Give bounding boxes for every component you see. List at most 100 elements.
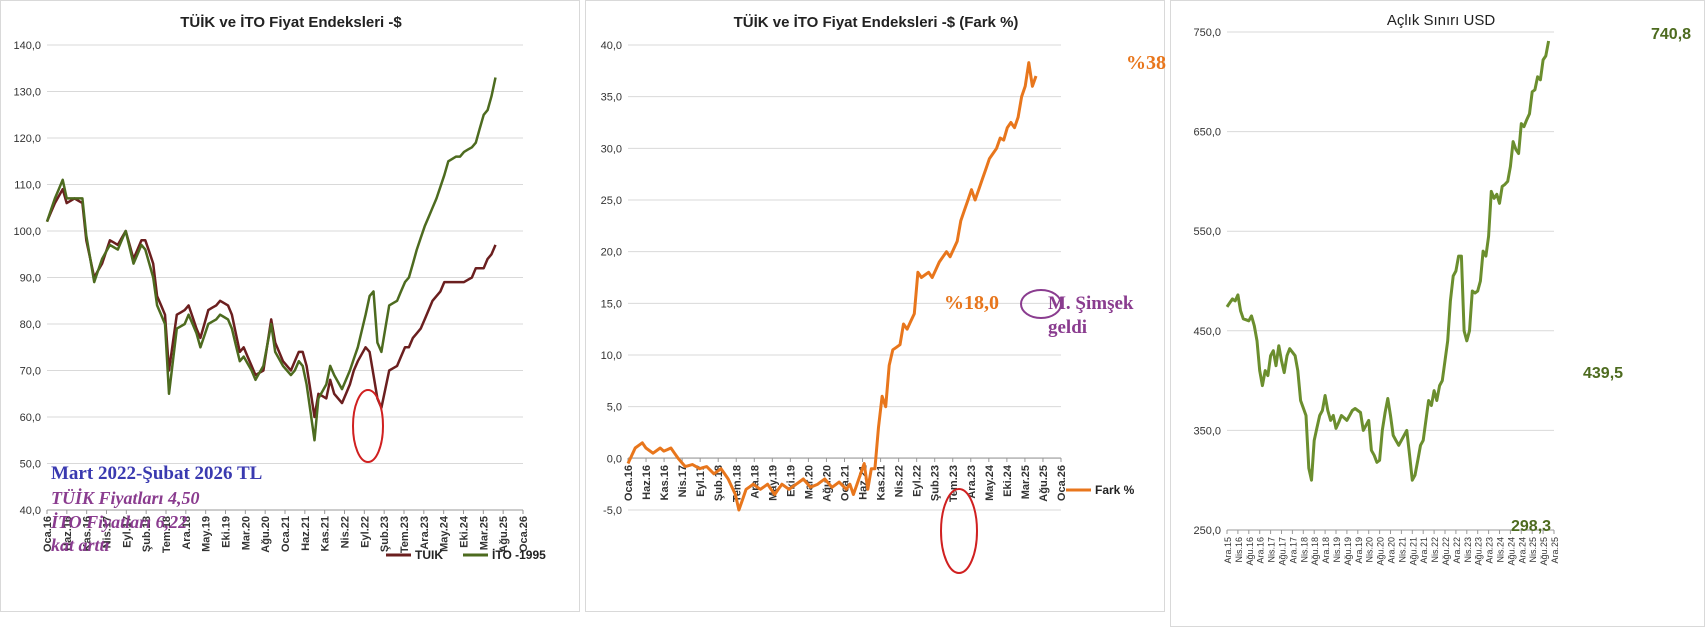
chart-3-svg: Açlık Sınırı USD 750,0 650,0 550,0 450,0 350…: [1193, 12, 1691, 566]
x-tick-label: Nis.23: [1463, 537, 1473, 563]
x-tick-label: Eki.19: [785, 465, 797, 497]
series-line-a-l-k-s-n-r-: [1225, 40, 1551, 482]
x-tick-label: Kas.16: [82, 516, 94, 551]
x-tick-label: Nis.22: [894, 465, 906, 497]
y-tick-label: 5,0: [607, 402, 622, 414]
x-tick-label: Mar.25: [478, 516, 490, 550]
x-tick-label: Eyl.17: [695, 465, 707, 497]
x-tick-label: Ara.17: [1288, 537, 1298, 564]
x-tick-label: Ara.23: [1485, 537, 1495, 564]
y-tick-label: 30,0: [601, 143, 622, 155]
chart-aclik: Açlık Sınırı USD 750,0 650,0 550,0 450,0 350…: [1170, 0, 1705, 627]
series-line-tuik: [45, 187, 497, 419]
x-tick-label: Nis.19: [1332, 537, 1342, 563]
x-tick-label: Ağu.24: [1506, 537, 1516, 566]
y-tick-label: 130,0: [13, 87, 41, 99]
x-tick-label: Oca.16: [42, 516, 54, 552]
y-tick-label: 15,0: [601, 298, 622, 310]
x-tick-label: Oca.26: [1056, 465, 1068, 501]
series-line-i-to-1995: [45, 77, 497, 442]
y-tick-label: 70,0: [20, 366, 41, 378]
y-tick-label: 100,0: [13, 226, 41, 238]
y-tick-label: 50,0: [20, 459, 41, 471]
x-tick-label: May.24: [984, 464, 996, 501]
x-tick-label: Ağu.19: [1343, 537, 1353, 566]
x-tick-label: Nis.24: [1496, 537, 1506, 563]
y-tick-label: 350,0: [1193, 425, 1221, 437]
series-line-fark-: [626, 61, 1038, 512]
y-tick-label: 110,0: [14, 180, 41, 192]
x-tick-label: Eki.19: [221, 516, 233, 548]
legend-label-fark: Fark %: [1095, 483, 1135, 497]
x-tick-label: Nis.21: [1397, 537, 1407, 563]
x-tick-label: Oca.21: [280, 516, 292, 552]
chart-tuik-ito: TÜİK ve İTO Fiyat Endeksleri -$ 140,0 130…: [0, 0, 580, 612]
x-tick-label: Haz.21: [300, 516, 312, 551]
circle-highlight-1: [352, 389, 384, 463]
annotation-439: 439,5: [1583, 365, 1623, 382]
x-tick-label: Mar.20: [240, 516, 252, 550]
annotation-period: Mart 2022-Şubat 2026 TL: [51, 463, 262, 484]
x-tick-label: Ara.23: [966, 465, 978, 499]
x-tick-label: Şub.23: [930, 465, 942, 501]
x-tick-label: Nis.16: [1234, 537, 1244, 563]
annotation-18: %18,0: [944, 292, 999, 314]
x-tick-label: Eyl.17: [121, 516, 133, 548]
x-tick-label: Nis.17: [102, 516, 114, 548]
y-tick-label: -5,0: [603, 505, 622, 517]
x-tick-label: Eyl.22: [912, 465, 924, 497]
circle-highlight-2: [940, 488, 978, 574]
annotation-increase: kat arttı: [51, 535, 110, 555]
x-tick-label: Oca.16: [623, 465, 635, 501]
annotation-simsek: M. Şimşek: [1048, 293, 1134, 314]
circle-simsek: [1020, 289, 1062, 319]
x-tick-label: Ağu.18: [1310, 537, 1320, 566]
x-tick-label: Ağu.23: [1474, 537, 1484, 566]
x-tick-label: Nis.22: [340, 516, 352, 548]
x-tick-label: Mar.20: [803, 465, 815, 499]
x-tick-label: Eyl.22: [359, 516, 371, 548]
x-tick-label: Ara.18: [749, 465, 761, 499]
x-tick-label: Nis.25: [1528, 537, 1538, 563]
x-tick-label: Nis.17: [677, 465, 689, 497]
annotation-tuik: TÜİK Fiyatları 4,50: [51, 487, 200, 508]
x-tick-label: Ara.18: [1321, 537, 1331, 564]
x-tick-label: Ağu.25: [498, 516, 510, 553]
x-tick-label: Ara.20: [1387, 537, 1397, 564]
x-tick-label: Kas.21: [320, 516, 332, 551]
x-tick-label: Eki.24: [459, 515, 471, 548]
x-tick-label: Ara.16: [1256, 537, 1266, 564]
x-tick-label: May.19: [767, 465, 779, 501]
x-tick-label: Oca.21: [840, 465, 852, 501]
x-tick-label: Nis.22: [1430, 537, 1440, 563]
y-tick-label: 40,0: [20, 505, 41, 517]
y-tick-label: 140,0: [13, 40, 41, 52]
x-tick-label: Şub.18: [141, 516, 153, 552]
chart-1-title: TÜİK ve İTO Fiyat Endeksleri -$: [180, 14, 402, 31]
x-tick-label: Eki.24: [1002, 464, 1014, 497]
x-tick-label: Haz.16: [641, 465, 653, 500]
x-tick-label: Ara.25: [1550, 537, 1560, 564]
annotation-max: 740,8: [1651, 26, 1691, 43]
y-tick-label: 90,0: [20, 273, 41, 285]
x-tick-label: Nis.17: [1267, 537, 1277, 563]
x-tick-label: Ara.18: [181, 516, 193, 550]
x-tick-label: Ağu.21: [1408, 537, 1418, 566]
x-tick-label: Ara.22: [1452, 537, 1462, 564]
x-tick-label: Kas.21: [876, 465, 888, 500]
y-tick-label: 450,0: [1193, 326, 1221, 338]
chart-2-title: TÜİK ve İTO Fiyat Endeksleri -$ (Fark %): [734, 14, 1019, 31]
x-tick-label: Ara.19: [1354, 537, 1364, 564]
x-tick-label: Ara.15: [1223, 537, 1233, 564]
x-tick-label: Ağu.25: [1038, 465, 1050, 502]
annotation-peak: %38,3: [1126, 52, 1166, 74]
y-tick-label: 0,0: [607, 453, 622, 465]
x-tick-label: Ağu.17: [1278, 537, 1288, 566]
y-tick-label: 80,0: [20, 319, 41, 331]
chart-1-svg: TÜİK ve İTO Fiyat Endeksleri -$ 140,0 130…: [13, 14, 546, 562]
x-tick-label: Ara.23: [419, 516, 431, 550]
x-tick-label: Oca.26: [518, 516, 530, 552]
x-tick-label: Haz.16: [62, 516, 74, 551]
legend-label-ito: İTO -1995: [492, 547, 546, 562]
y-tick-label: 750,0: [1193, 27, 1221, 39]
